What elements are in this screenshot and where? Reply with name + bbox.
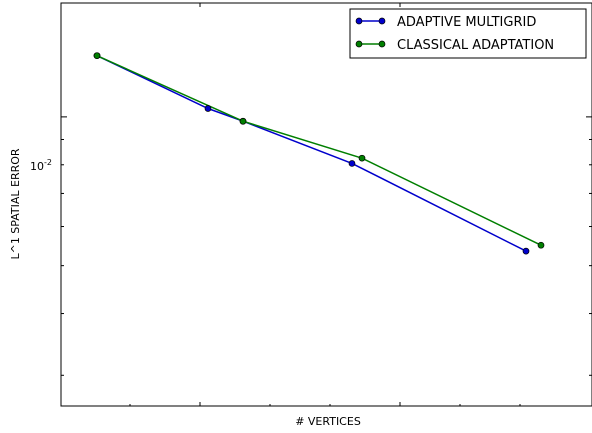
legend: ADAPTIVE MULTIGRID CLASSICAL ADAPTATION: [349, 8, 587, 59]
y-tick-label: 10-2: [30, 158, 52, 173]
y-axis-label: L^1 SPATIAL ERROR: [9, 148, 22, 259]
plot-area: [60, 2, 592, 407]
data-point: [348, 160, 356, 167]
data-point: [537, 241, 545, 249]
legend-label-adaptive-multigrid: ADAPTIVE MULTIGRID: [397, 15, 536, 30]
data-point: [93, 52, 101, 60]
data-point: [358, 154, 366, 162]
data-point: [522, 247, 530, 255]
series-line-1: [96, 55, 542, 246]
data-point: [204, 105, 212, 112]
data-point: [239, 117, 247, 125]
svg-text:10-2: 10-2: [30, 158, 52, 173]
legend-item-classical-adaptation: CLASSICAL ADAPTATION: [355, 38, 554, 53]
legend-label-classical-adaptation: CLASSICAL ADAPTATION: [397, 38, 554, 53]
x-axis-label: # VERTICES: [295, 415, 361, 428]
legend-box: [349, 8, 587, 59]
legend-item-adaptive-multigrid: ADAPTIVE MULTIGRID: [355, 15, 536, 30]
series-points: [93, 52, 545, 255]
